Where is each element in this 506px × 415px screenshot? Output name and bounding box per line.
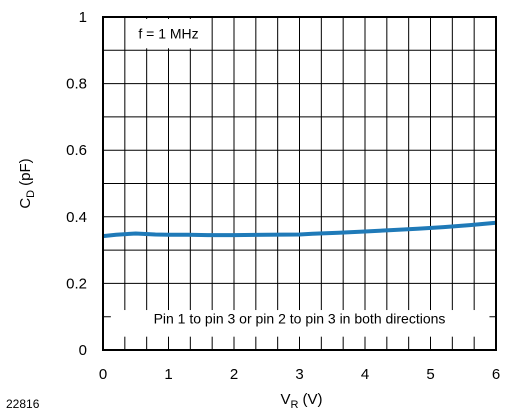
condition-annotation-background	[110, 310, 490, 337]
x-axis-label: VR (V)	[281, 391, 323, 411]
y-axis-label-unit: (pF)	[17, 158, 34, 186]
frequency-annotation: f = 1 MHz	[138, 26, 198, 42]
y-tick-label: 1	[79, 9, 87, 26]
x-axis-label-unit: (V)	[302, 391, 322, 408]
x-axis-label-sub: R	[291, 399, 299, 411]
x-tick-label: 0	[99, 366, 107, 383]
x-ticks: 0 1 2 3 4 5 6	[99, 366, 500, 383]
figure-id: 22816	[6, 397, 40, 411]
x-axis-label-main: V	[281, 391, 291, 408]
y-tick-label: 0	[79, 342, 87, 359]
y-tick-label: 0.2	[66, 275, 87, 292]
condition-annotation: Pin 1 to pin 3 or pin 2 to pin 3 in both…	[154, 310, 446, 326]
series-group	[102, 220, 497, 239]
x-tick-label: 2	[230, 366, 238, 383]
grid	[103, 17, 496, 350]
x-tick-label: 1	[164, 366, 172, 383]
y-tick-label: 0.8	[66, 76, 87, 93]
y-axis-label-sub: D	[25, 190, 37, 198]
x-tick-label: 5	[426, 366, 434, 383]
y-ticks: 0 0.2 0.4 0.6 0.8 1	[66, 9, 87, 359]
y-axis-label-main: C	[17, 198, 34, 209]
y-axis-label: CD (pF)	[17, 158, 37, 208]
series-line	[102, 220, 497, 239]
x-tick-label: 4	[361, 366, 369, 383]
frequency-annotation-background	[135, 19, 202, 49]
x-tick-label: 3	[295, 366, 303, 383]
y-tick-label: 0.4	[66, 209, 87, 226]
plot-frame	[102, 16, 497, 351]
y-tick-label: 0.6	[66, 142, 87, 159]
x-tick-label: 6	[492, 366, 500, 383]
